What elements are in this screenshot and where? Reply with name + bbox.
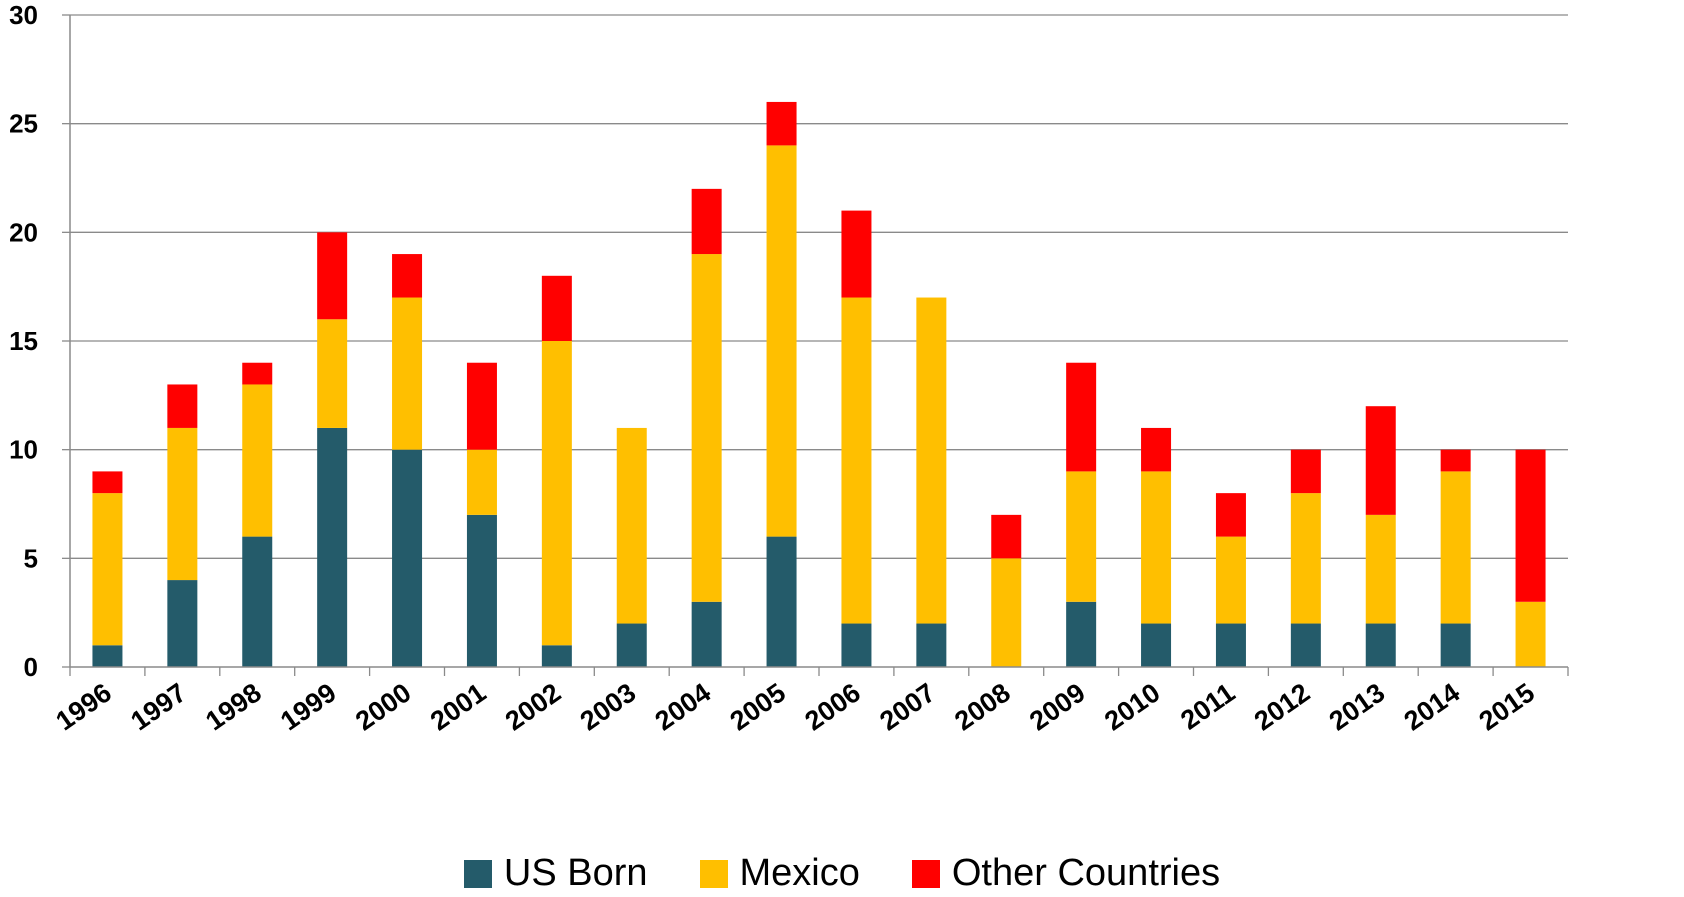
bar-mexico-2005 [766,145,797,537]
bar-other-countries-2014 [1440,449,1471,472]
bar-us-born-2014 [1440,623,1471,667]
legend-label-us-born: US Born [503,852,648,894]
bar-other-countries-2000 [392,254,423,298]
y-tick-label: 5 [24,543,38,573]
x-tick-labels: 1996 1997 1998 1999 2000 2001 2002 2003 2004 2005… [50,677,1540,736]
bar-us-born-2002 [541,645,572,667]
x-tick-label: 2014 [1399,677,1465,736]
bar-mexico-2008 [991,558,1022,667]
bar-us-born-1998 [242,536,273,667]
bar-mexico-1999 [317,319,348,428]
bar-other-countries-2010 [1141,427,1172,472]
bar-us-born-2006 [841,623,872,667]
x-tick-label: 2005 [725,677,791,736]
bar-other-countries-2012 [1290,449,1321,494]
y-tick-labels: 0 5 10 15 20 25 30 [9,0,38,682]
x-tick-label: 2015 [1474,677,1540,736]
bar-other-countries-2001 [466,362,497,450]
bar-us-born-2013 [1365,623,1396,667]
bar-us-born-2012 [1290,623,1321,667]
bar-other-countries-1999 [317,232,348,320]
x-tick-label: 2010 [1099,677,1165,736]
bars [92,101,1546,667]
legend-swatch-us-born [463,859,492,888]
axes [62,14,1569,676]
x-tick-label: 2013 [1324,677,1390,736]
x-tick-label: 2011 [1175,677,1240,735]
bar-other-countries-1997 [167,384,198,428]
x-tick-label: 2012 [1249,677,1315,736]
bar-mexico-2000 [392,297,423,450]
bar-us-born-2011 [1215,623,1246,667]
legend-label-mexico: Mexico [739,852,860,894]
bar-us-born-1996 [92,645,123,667]
y-tick-label: 20 [9,217,38,247]
x-tick-label: 2004 [650,677,716,736]
bar-other-countries-2011 [1215,493,1246,537]
legend-swatch-mexico [699,859,728,888]
bar-us-born-2000 [392,449,423,667]
bar-us-born-2007 [916,623,947,667]
bar-us-born-2004 [691,601,722,667]
bar-us-born-2003 [616,623,647,667]
bar-other-countries-2009 [1066,362,1097,472]
bar-mexico-2003 [616,427,647,624]
y-tick-label: 15 [9,326,38,356]
bar-other-countries-2013 [1365,406,1396,515]
y-tick-label: 0 [24,652,38,682]
bar-mexico-2010 [1141,471,1172,624]
x-tick-label: 2001 [425,677,491,736]
gridlines [70,14,1568,559]
bar-other-countries-2002 [541,275,572,341]
bar-other-countries-2015 [1515,449,1546,602]
bar-us-born-2001 [466,514,497,667]
bar-other-countries-2004 [691,188,722,255]
x-tick-label: 2009 [1024,677,1090,736]
bar-mexico-1996 [92,493,123,646]
bar-mexico-2007 [916,297,947,624]
bar-mexico-2013 [1365,514,1396,624]
x-tick-label: 2007 [874,677,940,736]
legend-item-other-countries: Other Countries [911,852,1221,895]
x-tick-label: 2006 [799,677,865,736]
bar-us-born-1999 [317,427,348,667]
bar-mexico-1997 [167,427,198,581]
bar-mexico-1998 [242,384,273,537]
x-tick-label: 1996 [50,677,116,736]
y-tick-label: 30 [9,0,38,30]
x-tick-label: 2008 [949,677,1015,736]
bar-other-countries-2005 [766,101,797,146]
x-tick-label: 2000 [350,677,416,736]
x-tick-label: 1999 [275,677,341,736]
bar-us-born-1997 [167,580,198,667]
x-tick-label: 2002 [500,677,566,736]
x-tick-label: 1998 [200,677,266,736]
legend-swatch-other-countries [911,859,940,888]
bar-other-countries-1996 [92,471,123,494]
bar-other-countries-2008 [991,514,1022,559]
bar-mexico-2006 [841,297,872,624]
bar-mexico-2011 [1215,536,1246,624]
legend-item-mexico: Mexico [699,852,860,895]
bar-mexico-2014 [1440,471,1471,624]
legend-item-us-born: US Born [463,852,648,895]
legend-label-other-countries: Other Countries [951,852,1221,894]
legend: US Born Mexico Other Countries [0,852,1684,895]
bar-mexico-2002 [541,341,572,646]
bar-us-born-2009 [1066,601,1097,667]
bar-mexico-2004 [691,254,722,602]
bar-mexico-2015 [1515,601,1546,667]
bar-us-born-2005 [766,536,797,667]
bar-other-countries-2006 [841,210,872,298]
x-tick-label: 2003 [575,677,641,736]
bar-us-born-2010 [1141,623,1172,667]
bar-mexico-2012 [1290,493,1321,624]
y-tick-label: 10 [9,435,38,465]
bar-mexico-2001 [466,449,497,515]
bar-mexico-2009 [1066,471,1097,602]
y-tick-label: 25 [9,109,38,139]
x-tick-label: 1997 [125,677,191,736]
bar-other-countries-1998 [242,362,273,385]
